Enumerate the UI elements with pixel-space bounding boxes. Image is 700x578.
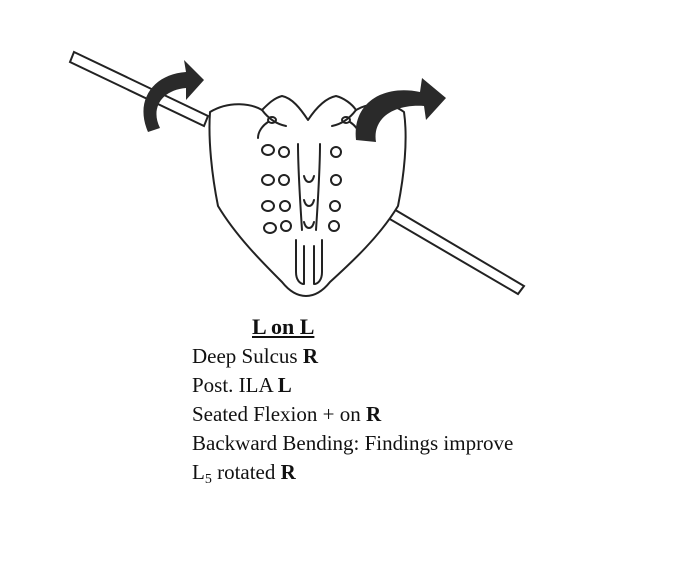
rotation-arrow-left (143, 60, 204, 132)
diagram-title: L on L (252, 314, 315, 339)
finding-seated-flexion: Seated Flexion + on R (192, 402, 382, 426)
sacrum-diagram (68, 50, 526, 297)
finding-l5-rotated: L5 rotated R (192, 460, 296, 487)
finding-post-ila: Post. ILA L (192, 373, 292, 397)
rotation-arrow-right (355, 78, 446, 142)
diagram-caption: L on L Deep Sulcus R Post. ILA L Seated … (192, 312, 672, 487)
finding-deep-sulcus: Deep Sulcus R (192, 344, 318, 368)
sacrum-drawing (208, 95, 407, 297)
finding-backward-bending: Backward Bending: Findings improve (192, 431, 514, 455)
